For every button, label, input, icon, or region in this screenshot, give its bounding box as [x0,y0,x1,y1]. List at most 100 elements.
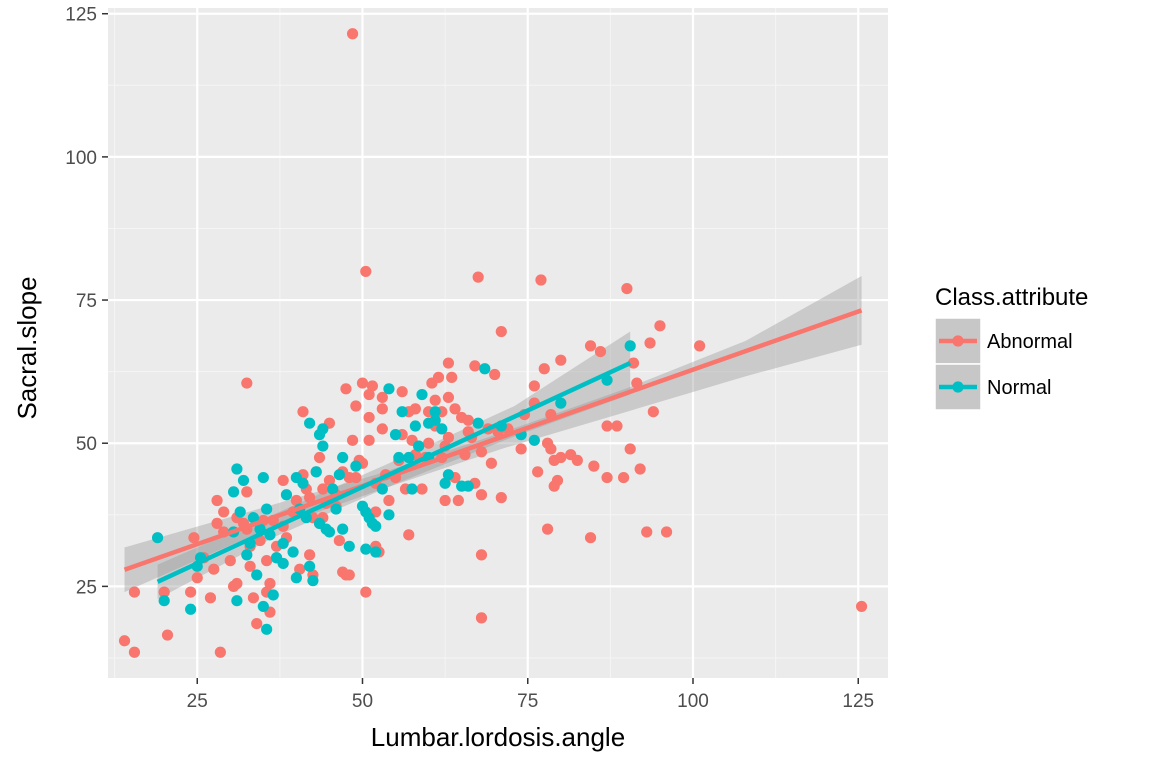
point-normal [330,503,342,515]
point-normal [376,483,388,495]
trend-line-normal [156,361,632,584]
point-abnormal [515,443,527,455]
point-normal [337,523,349,535]
point-normal [151,532,164,544]
x-tick-label: 75 [517,691,538,712]
point-normal [323,526,336,538]
point-abnormal [188,532,200,544]
point-normal [370,546,382,558]
point-normal [555,397,567,409]
confidence-band-normal [157,331,631,599]
point-normal [237,474,250,487]
point-abnormal [555,451,567,464]
point-abnormal [297,406,309,418]
point-abnormal [621,282,633,295]
point-abnormal [208,563,220,575]
point-abnormal [304,549,316,561]
point-abnormal [261,555,273,567]
point-abnormal [855,600,868,613]
point-normal [231,463,243,475]
x-axis-title: Lumbar.lordosis.angle [371,722,625,752]
point-abnormal [485,457,497,469]
point-abnormal [403,529,415,541]
point-abnormal [211,494,223,507]
point-normal [337,451,349,464]
point-normal [383,509,395,521]
point-abnormal [128,586,141,598]
trend-lines [123,308,863,584]
point-abnormal [644,337,656,349]
point-normal [416,388,428,401]
point-abnormal [528,380,540,392]
point-normal [343,540,355,552]
point-normal [227,486,240,498]
point-normal [267,589,279,601]
point-normal [307,575,319,587]
point-abnormal [211,517,223,529]
point-abnormal [472,271,484,283]
point-abnormal [462,414,474,426]
point-normal [383,383,395,395]
point-normal [261,503,273,515]
point-abnormal [475,549,488,561]
point-abnormal [118,635,131,647]
point-normal [158,595,170,607]
point-normal [241,549,253,561]
point-abnormal [376,391,388,404]
legend-key-point-abnormal [952,335,964,347]
point-normal [304,560,316,572]
point-normal [370,520,382,532]
point-abnormal [634,463,646,475]
point-abnormal [304,492,316,504]
point-normal [327,483,339,495]
point-abnormal [158,586,170,598]
minor-gridlines [108,8,888,678]
point-abnormal [366,380,379,392]
point-abnormal [383,494,395,507]
point-abnormal [376,403,388,415]
point-abnormal [204,592,217,604]
trend-line-abnormal [123,308,863,572]
point-abnormal [241,486,253,498]
point-abnormal [231,577,243,590]
point-abnormal [627,357,640,369]
point-normal [360,543,372,555]
point-normal [436,423,448,435]
point-abnormal [551,474,564,487]
point-normal [439,477,451,489]
point-abnormal [247,592,260,604]
legend-label-normal: Normal [987,377,1051,399]
point-abnormal [532,466,544,478]
point-abnormal [624,443,636,455]
point-abnormal [416,483,428,495]
y-tick-label: 50 [76,434,97,455]
point-abnormal [218,506,230,518]
point-normal [247,512,260,524]
point-normal [406,483,418,495]
y-axis-title: Sacral.slope [12,276,42,419]
y-tick-label: 75 [76,291,97,312]
point-abnormal [442,431,455,444]
point-normal [261,623,273,635]
point-abnormal [264,577,276,590]
point-abnormal [647,406,659,418]
point-abnormal [601,420,613,432]
point-abnormal [241,377,253,389]
point-normal [462,480,474,492]
point-normal [429,414,441,426]
point-abnormal [356,377,369,389]
y-axis: 25 50 75 100 125 [65,5,108,598]
x-tick-label: 50 [352,691,373,712]
y-tick-label: 125 [65,5,97,26]
point-abnormal [161,629,174,641]
point-normal [290,572,302,584]
y-tick-label: 100 [65,148,97,169]
point-normal [231,595,243,607]
point-abnormal [588,460,600,472]
point-abnormal [452,494,464,507]
point-normal [317,423,329,435]
point-normal [396,406,408,418]
point-abnormal [694,340,706,352]
point-normal [257,471,269,484]
